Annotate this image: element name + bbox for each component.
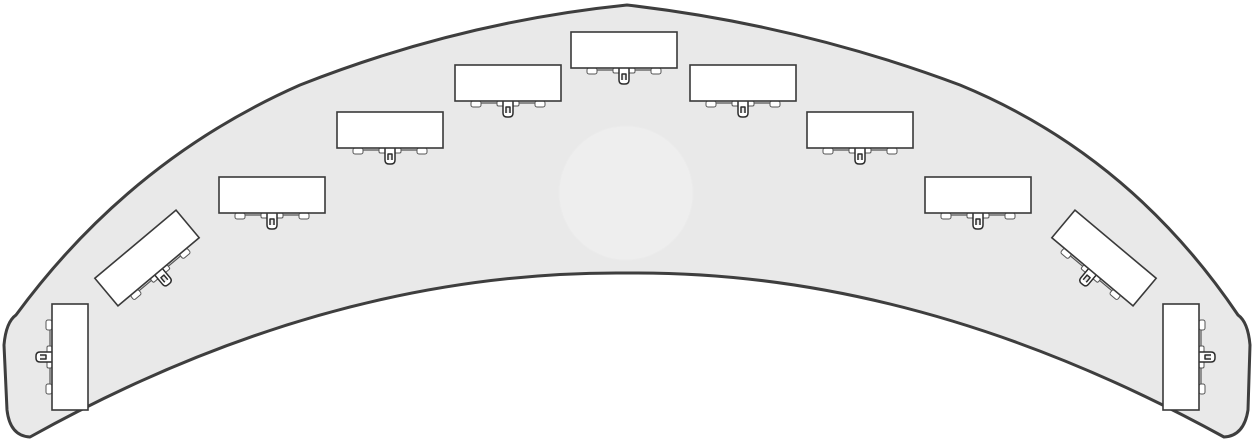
chip-9	[924, 176, 1032, 230]
center-hole	[558, 125, 694, 261]
chip-body	[806, 111, 914, 149]
chip-foot-right	[534, 100, 546, 108]
chip-foot-right	[1198, 319, 1206, 331]
chip-body	[1050, 209, 1158, 307]
chip-6	[570, 31, 678, 85]
chip-10	[1050, 209, 1158, 307]
chip-clip	[1078, 268, 1097, 287]
chip-foot-right	[650, 67, 662, 75]
chip-8	[806, 111, 914, 165]
chip-foot-right	[298, 212, 310, 220]
chip-clip	[972, 213, 984, 230]
chip-body	[218, 176, 326, 214]
chip-body	[924, 176, 1032, 214]
chip-4	[336, 111, 444, 165]
chip-clip	[618, 68, 630, 85]
chip-body	[454, 64, 562, 102]
chip-foot-right	[45, 383, 53, 395]
chip-foot-left	[470, 100, 482, 108]
chip-group	[35, 31, 1216, 411]
chip-body	[570, 31, 678, 69]
chip-foot-left	[45, 319, 53, 331]
chip-clip	[854, 148, 866, 165]
chip-body	[336, 111, 444, 149]
chip-clip	[35, 351, 52, 363]
chip-foot-left	[822, 147, 834, 155]
chip-foot-right	[416, 147, 428, 155]
chip-clip	[1199, 351, 1216, 363]
chip-foot-left	[352, 147, 364, 155]
chip-body	[93, 209, 201, 307]
chip-body	[1162, 303, 1200, 411]
chip-foot-right	[1004, 212, 1016, 220]
chip-foot-right	[769, 100, 781, 108]
chip-7	[689, 64, 797, 118]
chip-clip	[266, 213, 278, 230]
chip-11	[1162, 303, 1216, 411]
chip-3	[218, 176, 326, 230]
chip-clip	[384, 148, 396, 165]
chip-foot-left	[234, 212, 246, 220]
chip-foot-left	[940, 212, 952, 220]
chip-foot-left	[586, 67, 598, 75]
chip-clip	[154, 268, 173, 287]
chip-body	[689, 64, 797, 102]
chip-foot-left	[705, 100, 717, 108]
chip-5	[454, 64, 562, 118]
chip-body	[51, 303, 89, 411]
chip-2	[93, 209, 201, 307]
chip-clip	[502, 101, 514, 118]
chip-foot-left	[1198, 383, 1206, 395]
chip-foot-right	[886, 147, 898, 155]
chip-clip	[737, 101, 749, 118]
chip-1	[35, 303, 89, 411]
